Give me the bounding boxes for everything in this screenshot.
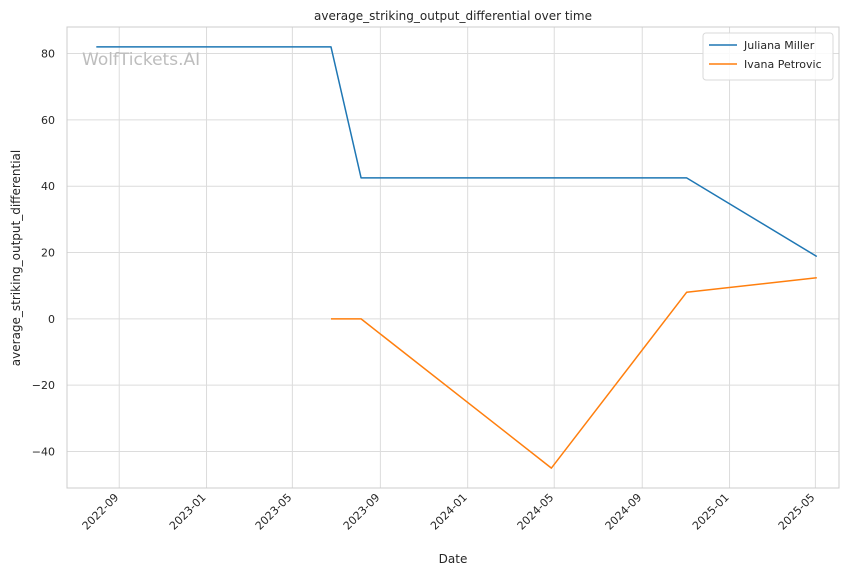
x-tick-label: 2023-09	[341, 491, 383, 533]
legend-label-0: Juliana Miller	[743, 39, 815, 52]
y-axis-title: average_striking_output_differential	[9, 150, 23, 366]
x-tick-label: 2025-05	[776, 491, 818, 533]
x-tick-label: 2024-05	[515, 491, 557, 533]
series-line-0	[96, 46, 818, 258]
plot-area	[67, 27, 839, 488]
x-tick-label: 2024-09	[603, 491, 645, 533]
x-tick-label: 2025-01	[690, 491, 732, 533]
x-tick-labels: 2022-09 2023-01 2023-05 2023-09 2024-01 2024-…	[80, 491, 818, 533]
y-tick-label: −20	[32, 379, 55, 392]
x-tick-label: 2024-01	[428, 491, 470, 533]
y-tick-labels: 80 60 40 20 0 −20 −40	[32, 48, 55, 459]
series-group	[96, 46, 818, 469]
series-line-1	[331, 276, 817, 469]
chart-title: average_striking_output_differential ove…	[314, 9, 592, 23]
x-axis-title: Date	[439, 552, 468, 566]
plot-frame	[66, 26, 840, 489]
watermark: WolfTickets.AI	[82, 50, 200, 70]
y-tick-label: 40	[41, 180, 55, 193]
x-tick-label: 2023-01	[167, 491, 209, 533]
x-tick-label: 2023-05	[253, 491, 295, 533]
grid-lines	[67, 27, 839, 488]
y-tick-label: 60	[41, 114, 55, 127]
y-tick-label: 80	[41, 48, 55, 61]
legend-label-1: Ivana Petrovic	[744, 58, 822, 71]
x-tick-label: 2022-09	[80, 491, 122, 533]
y-tick-label: 0	[48, 313, 55, 326]
legend: Juliana Miller Ivana Petrovic	[702, 32, 834, 81]
y-tick-label: −40	[32, 446, 55, 459]
y-tick-label: 20	[41, 247, 55, 260]
